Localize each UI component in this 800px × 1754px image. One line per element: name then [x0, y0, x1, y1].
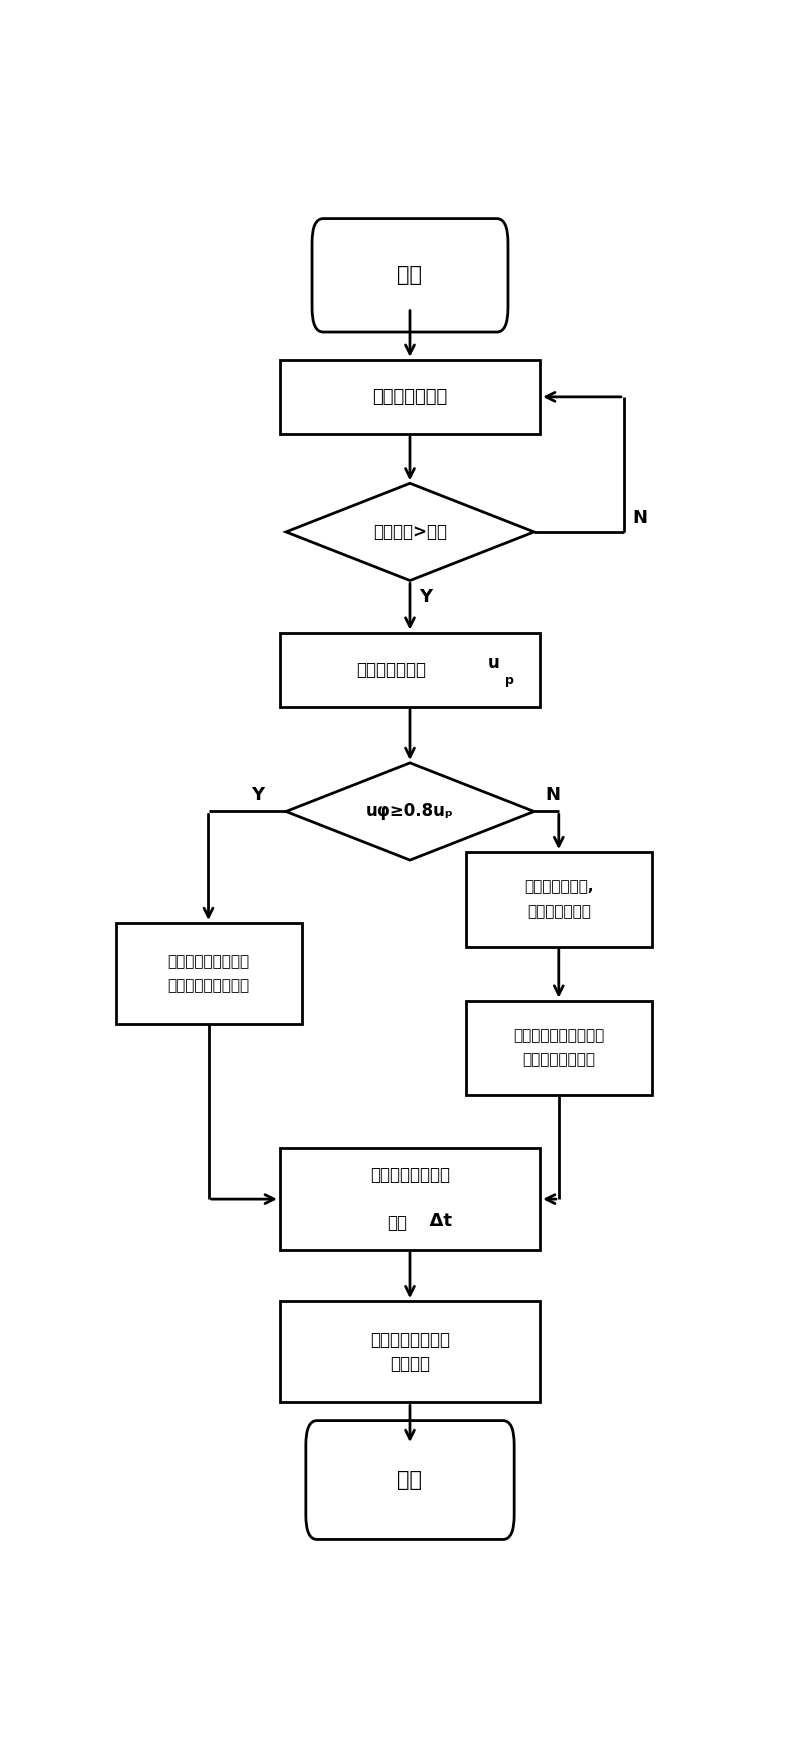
- Text: Y: Y: [419, 588, 432, 605]
- Text: N: N: [632, 509, 647, 528]
- Bar: [466, 852, 652, 947]
- Text: N: N: [545, 786, 560, 805]
- Text: 确定: 确定: [387, 1214, 407, 1233]
- Text: 并注入脉冲信号: 并注入脉冲信号: [527, 903, 590, 919]
- Text: 计算模极大值间隔: 计算模极大值间隔: [370, 1166, 450, 1184]
- FancyBboxPatch shape: [312, 219, 508, 332]
- Text: 电流进行小波分析: 电流进行小波分析: [522, 1052, 595, 1068]
- Text: 波电流进行小波分析: 波电流进行小波分析: [167, 979, 250, 993]
- Text: 线的距离: 线的距离: [390, 1354, 430, 1373]
- Bar: [280, 1149, 540, 1251]
- Bar: [466, 1000, 652, 1094]
- Text: u: u: [488, 654, 499, 672]
- Bar: [280, 360, 540, 433]
- Text: Δt: Δt: [418, 1212, 452, 1230]
- Text: uφ≥0.8uₚ: uφ≥0.8uₚ: [366, 803, 454, 821]
- Text: p: p: [505, 674, 514, 688]
- Polygon shape: [286, 484, 534, 581]
- Text: 对故障线路停电,: 对故障线路停电,: [524, 879, 594, 895]
- Text: 对暂态故障信号的行: 对暂态故障信号的行: [167, 954, 250, 968]
- Text: 对脉冲信号产生的行波: 对脉冲信号产生的行波: [513, 1028, 605, 1044]
- Bar: [280, 1301, 540, 1403]
- Text: 零序电压>定值: 零序电压>定值: [373, 523, 447, 540]
- Text: 判断故障相得到: 判断故障相得到: [357, 661, 426, 679]
- Text: Y: Y: [251, 786, 265, 805]
- Text: 计算得故障点距母: 计算得故障点距母: [370, 1331, 450, 1349]
- Text: 采样电压与电流: 采样电压与电流: [372, 388, 448, 405]
- Bar: [115, 923, 302, 1024]
- Polygon shape: [286, 763, 534, 859]
- FancyBboxPatch shape: [306, 1421, 514, 1540]
- Text: 结束: 结束: [398, 1470, 422, 1491]
- Bar: [280, 633, 540, 707]
- Text: 开始: 开始: [398, 265, 422, 286]
